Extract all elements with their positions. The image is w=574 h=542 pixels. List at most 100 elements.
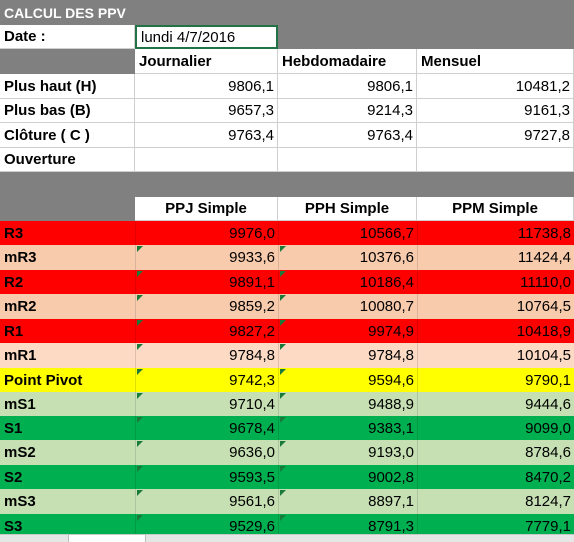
pivot-row-label[interactable]: S1 [4, 419, 23, 437]
error-indicator-icon [280, 515, 286, 521]
pivot-value-monthly[interactable]: 11738,8 [417, 221, 574, 245]
period-header-row: Journalier Hebdomadaire Mensuel [0, 49, 574, 74]
date-input-cell[interactable]: lundi 4/7/2016 [135, 25, 278, 49]
pivot-value-monthly[interactable]: 9444,6 [417, 392, 574, 416]
input-value-weekly[interactable]: 9763,4 [278, 123, 417, 148]
error-indicator-icon [280, 466, 286, 472]
pivot-value-monthly[interactable]: 7779,1 [417, 514, 574, 538]
error-indicator-icon [137, 441, 143, 447]
pivot-value-monthly[interactable]: 9099,0 [417, 416, 574, 440]
pivot-value-weekly[interactable]: 10566,7 [278, 221, 417, 245]
pivot-value-daily[interactable]: 9593,5 [135, 465, 278, 489]
error-indicator-icon [137, 320, 143, 326]
pivot-value-monthly[interactable]: 10764,5 [417, 294, 574, 319]
pivot-row-label[interactable]: mS2 [4, 444, 36, 461]
pivot-value-weekly[interactable]: 10080,7 [278, 294, 417, 319]
pivot-row-label[interactable]: S2 [4, 468, 23, 486]
pivot-row-label[interactable]: mS3 [4, 493, 36, 510]
pivot-value-daily[interactable]: 9933,6 [135, 245, 278, 270]
pivot-value-monthly[interactable]: 8124,7 [417, 489, 574, 514]
input-value-monthly[interactable]: 9161,3 [417, 99, 574, 123]
pivot-row: S1 9678,4 9383,1 9099,0 [0, 416, 574, 441]
pivot-value-weekly[interactable]: 9594,6 [278, 368, 417, 392]
pivot-value-monthly[interactable]: 11424,4 [417, 245, 574, 270]
pivot-row: S2 9593,5 9002,8 8470,2 [0, 465, 574, 490]
pivot-value-daily[interactable]: 9976,0 [135, 221, 278, 245]
pivot-row-label[interactable]: mR1 [4, 347, 37, 364]
pivot-row-label[interactable]: R2 [4, 273, 24, 291]
pivot-value-weekly[interactable]: 10376,6 [278, 245, 417, 270]
input-value-monthly[interactable]: 10481,2 [417, 74, 574, 99]
error-indicator-icon [280, 441, 286, 447]
pivot-value-monthly[interactable]: 9790,1 [417, 368, 574, 392]
input-value-weekly[interactable] [278, 148, 417, 172]
pivot-value-daily[interactable]: 9636,0 [135, 440, 278, 465]
pivot-value-daily[interactable]: 9742,3 [135, 368, 278, 392]
pivot-value-daily[interactable]: 9827,2 [135, 319, 278, 343]
header-mensuel[interactable]: Mensuel [417, 49, 574, 74]
input-value-daily[interactable]: 9763,4 [135, 123, 278, 148]
error-indicator-icon [137, 271, 143, 277]
error-indicator-icon [280, 320, 286, 326]
pivot-value-monthly[interactable]: 8784,6 [417, 440, 574, 465]
error-indicator-icon [137, 393, 143, 399]
pivot-row: mR2 9859,2 10080,7 10764,5 [0, 294, 574, 320]
pivot-row-label[interactable]: Point Pivot [4, 371, 83, 389]
error-indicator-icon [137, 466, 143, 472]
pivot-value-daily[interactable]: 9710,4 [135, 392, 278, 416]
input-label[interactable]: Ouverture [0, 148, 135, 172]
header-hebdomadaire[interactable]: Hebdomadaire [278, 49, 417, 74]
input-value-daily[interactable]: 9657,3 [135, 99, 278, 123]
sheet-title[interactable]: CALCUL DES PPV [4, 4, 126, 21]
input-row-low: Plus bas (B) 9657,3 9214,3 9161,3 [0, 99, 574, 123]
error-indicator-icon [137, 295, 143, 301]
pivot-value-weekly[interactable]: 9974,9 [278, 319, 417, 343]
pivot-value-daily[interactable]: 9529,6 [135, 514, 278, 538]
pivot-value-monthly[interactable]: 10418,9 [417, 319, 574, 343]
pivot-value-monthly[interactable]: 10104,5 [417, 343, 574, 368]
pivot-row-label[interactable]: mR2 [4, 298, 37, 315]
pivot-value-weekly[interactable]: 10186,4 [278, 270, 417, 294]
pivot-value-monthly[interactable]: 8470,2 [417, 465, 574, 489]
error-indicator-icon [280, 344, 286, 350]
pivot-value-weekly[interactable]: 9383,1 [278, 416, 417, 440]
pivot-value-daily[interactable]: 9859,2 [135, 294, 278, 319]
header-journalier[interactable]: Journalier [135, 49, 278, 74]
header-ppj-simple[interactable]: PPJ Simple [135, 197, 278, 221]
pivot-row: mS3 9561,6 8897,1 8124,7 [0, 489, 574, 515]
input-value-daily[interactable] [135, 148, 278, 172]
error-indicator-icon [137, 490, 143, 496]
pivot-row-label[interactable]: S3 [4, 517, 23, 535]
input-row-open: Ouverture [0, 148, 574, 172]
pivot-row-label[interactable]: mR3 [4, 249, 37, 266]
input-value-weekly[interactable]: 9214,3 [278, 99, 417, 123]
input-value-monthly[interactable]: 9727,8 [417, 123, 574, 148]
pivot-value-monthly[interactable]: 11110,0 [417, 270, 574, 294]
pivot-value-weekly[interactable]: 9784,8 [278, 343, 417, 368]
input-row-high: Plus haut (H) 9806,1 9806,1 10481,2 [0, 74, 574, 99]
error-indicator-icon [137, 417, 143, 423]
pivot-value-weekly[interactable]: 9193,0 [278, 440, 417, 465]
pivot-value-daily[interactable]: 9561,6 [135, 489, 278, 514]
pivot-value-daily[interactable]: 9678,4 [135, 416, 278, 440]
pivot-row-label[interactable]: R1 [4, 322, 24, 340]
input-value-daily[interactable]: 9806,1 [135, 74, 278, 99]
pivot-row-label[interactable]: R3 [4, 224, 24, 242]
header-ppm-simple[interactable]: PPM Simple [417, 197, 574, 221]
input-label[interactable]: Plus haut (H) [0, 74, 135, 99]
sheet-tab[interactable] [68, 535, 146, 542]
header-pph-simple[interactable]: PPH Simple [278, 197, 417, 221]
input-label[interactable]: Clôture ( C ) [0, 123, 135, 148]
error-indicator-icon [280, 490, 286, 496]
input-value-monthly[interactable] [417, 148, 574, 172]
input-value-weekly[interactable]: 9806,1 [278, 74, 417, 99]
input-label[interactable]: Plus bas (B) [0, 99, 135, 123]
pivot-value-weekly[interactable]: 8897,1 [278, 489, 417, 514]
pivot-value-daily[interactable]: 9891,1 [135, 270, 278, 294]
pivot-row-label[interactable]: mS1 [4, 395, 36, 413]
pivot-value-weekly[interactable]: 9002,8 [278, 465, 417, 489]
pivot-value-daily[interactable]: 9784,8 [135, 343, 278, 368]
pivot-value-weekly[interactable]: 9488,9 [278, 392, 417, 416]
date-label[interactable]: Date : [0, 25, 135, 49]
pivot-value-weekly[interactable]: 8791,3 [278, 514, 417, 538]
